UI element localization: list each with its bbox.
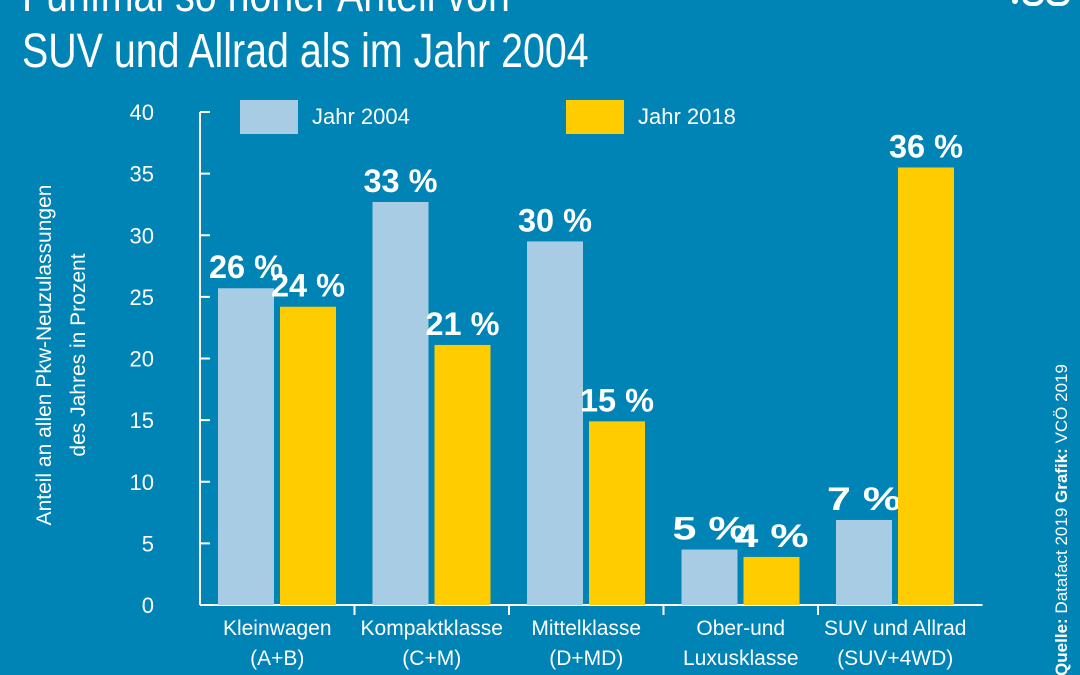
data-label: 36 % — [889, 128, 963, 164]
bar-jahr-2004 — [372, 201, 429, 605]
y-tick-label: 25 — [130, 285, 154, 310]
x-category-label-line2: (SUV+4WD) — [837, 647, 954, 670]
x-category-label-line2: Luxusklasse — [682, 647, 799, 670]
data-label: 30 % — [518, 202, 592, 238]
legend-label-2004: Jahr 2004 — [312, 104, 410, 129]
x-category-label: SUV und Allrad (SUV+4WD) — [815, 614, 975, 674]
y-tick-label: 10 — [130, 470, 154, 495]
x-category-label: Mittelklasse (D+MD) — [506, 614, 666, 674]
data-label: 24 % — [271, 268, 345, 304]
bar-jahr-2018 — [280, 306, 336, 605]
x-category-label-line1: Ober-und — [696, 617, 786, 640]
title-line-2: SUV und Allrad als im Jahr 2004 — [22, 25, 589, 78]
data-label: 7 % — [827, 481, 901, 517]
x-category-label-line2: (D+MD) — [549, 647, 624, 670]
bar-jahr-2018 — [434, 344, 491, 605]
x-category-label-line1: Kompaktklasse — [360, 617, 503, 640]
y-tick-label: 5 — [142, 531, 154, 556]
data-label: 33 % — [364, 163, 438, 199]
bar-jahr-2004 — [218, 288, 274, 605]
data-label: 5 % — [673, 511, 747, 547]
bar-jahr-2004 — [836, 519, 892, 605]
legend-swatch-2004 — [240, 100, 298, 134]
x-category-label-line1: SUV und Allrad — [824, 617, 967, 640]
data-label: 26 % — [209, 249, 283, 285]
bar-jahr-2004 — [681, 549, 738, 605]
x-category-label-line2: (C+M) — [402, 647, 462, 670]
legend-item-2018: Jahr 2018 — [566, 100, 736, 134]
y-tick-label: 35 — [130, 162, 154, 187]
y-tick-label: 0 — [142, 593, 154, 618]
data-label: 4 % — [735, 518, 809, 554]
data-label: 21 % — [426, 306, 500, 342]
bar-jahr-2004 — [527, 241, 583, 605]
legend-label-2018: Jahr 2018 — [638, 104, 736, 129]
y-tick-label: 15 — [130, 408, 154, 433]
vco-logo-icon — [1012, 0, 1070, 6]
legend-item-2004: Jahr 2004 — [240, 100, 410, 134]
y-tick-label: 40 — [130, 100, 154, 125]
y-tick-label: 20 — [130, 347, 154, 372]
bar-jahr-2018 — [898, 167, 954, 605]
x-category-label-line1: Mittelklasse — [531, 617, 642, 640]
x-category-label: Kompaktklasse (C+M) — [352, 614, 512, 674]
x-category-label-line2: (A+B) — [250, 647, 305, 670]
y-tick-label: 30 — [130, 223, 154, 248]
bar-jahr-2018 — [743, 556, 800, 605]
legend-swatch-2018 — [566, 100, 624, 134]
x-category-label: Ober-und Luxusklasse — [661, 614, 821, 674]
bar-jahr-2018 — [589, 421, 645, 605]
x-category-label-line1: Kleinwagen — [222, 617, 332, 640]
title-line-1: Fünfmal so hoher Anteil von — [22, 0, 510, 20]
x-category-label: Kleinwagen (A+B) — [197, 614, 357, 674]
data-label: 15 % — [580, 382, 654, 418]
